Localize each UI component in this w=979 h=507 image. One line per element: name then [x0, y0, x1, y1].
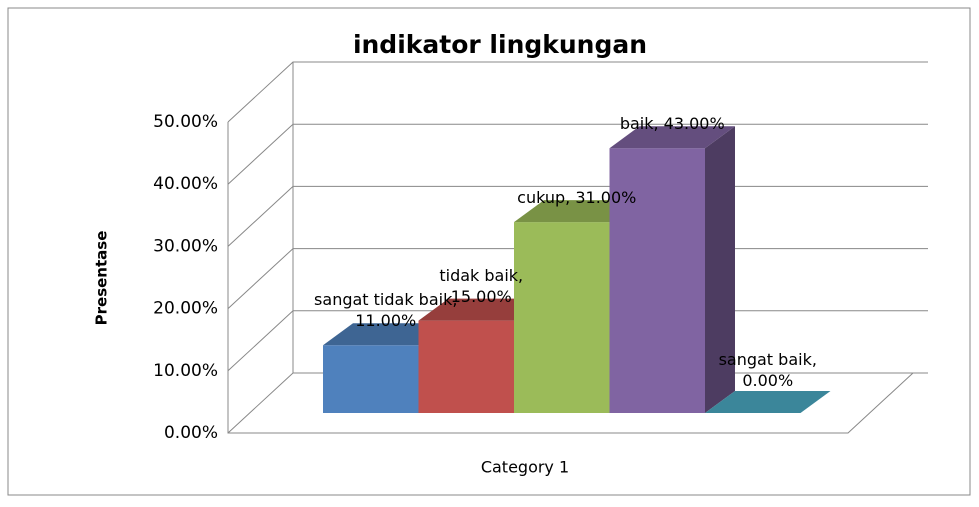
- bar-top: [418, 298, 544, 321]
- bar-top: [514, 200, 640, 223]
- bar: [514, 222, 610, 413]
- y-tick-label: 40.00%: [153, 174, 218, 194]
- bar: [609, 148, 705, 413]
- data-label: sangat baik, 0.00%: [718, 350, 817, 390]
- bar: [418, 320, 514, 413]
- bar-top: [705, 391, 831, 413]
- x-tick-label: Category 1: [481, 458, 569, 477]
- data-label: baik, 43.00%: [619, 114, 725, 134]
- grid-line: [227, 123, 928, 185]
- y-tick-label: 10.00%: [153, 361, 218, 381]
- bar-top: [609, 126, 735, 149]
- y-tick-label: 0.00%: [164, 423, 218, 443]
- chart-border: [7, 7, 971, 496]
- grid-line: [227, 61, 928, 123]
- y-tick-label: 50.00%: [153, 112, 218, 132]
- y-axis-label: Presentase: [93, 231, 111, 326]
- data-label: sangat tidak baik, 11.00%: [314, 290, 458, 331]
- chart-title: indikator lingkungan: [353, 30, 647, 59]
- y-tick-label: 20.00%: [153, 299, 218, 319]
- data-label: cukup, 31.00%: [517, 188, 637, 208]
- y-tick-label: 30.00%: [153, 236, 218, 256]
- axis-line: [227, 122, 914, 434]
- bar: [323, 345, 419, 413]
- data-label: tidak baik, 15.00%: [439, 265, 524, 306]
- bar-side: [705, 126, 735, 413]
- bar-top: [323, 323, 449, 346]
